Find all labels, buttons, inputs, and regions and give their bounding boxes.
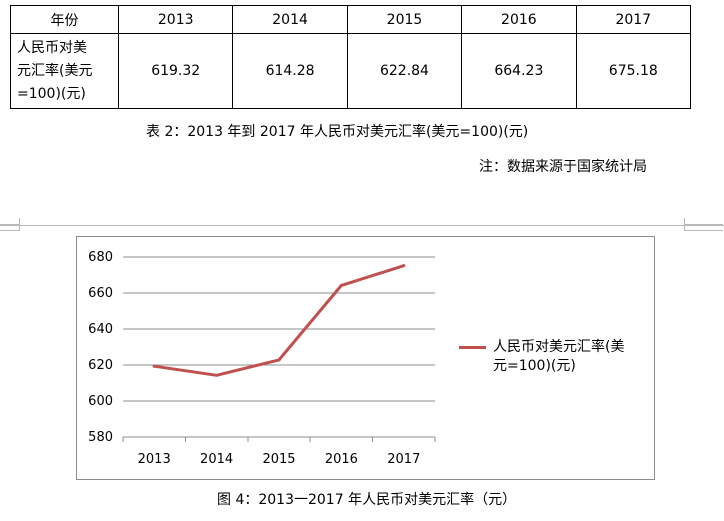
row-label-line: =100)(元) (17, 85, 86, 102)
page-corner-mark-left (0, 218, 38, 231)
line-chart: 580 600 620 640 660 680 2013 2014 2015 2016 2017 (88, 250, 436, 467)
table-cell: 614.28 (232, 33, 348, 109)
year-header: 2013 (117, 5, 234, 34)
exchange-rate-table: 年份 2013 2014 2015 2016 2017 人民币对美 元汇率(美元… (10, 5, 692, 109)
page-break-divider (0, 225, 724, 226)
row-label-line: 元汇率(美元 (17, 62, 93, 79)
table-cell: 619.32 (117, 33, 234, 109)
header-label: 年份 (10, 5, 119, 34)
year-header: 2015 (346, 5, 463, 34)
table-header-row: 年份 2013 2014 2015 2016 2017 (10, 5, 692, 34)
year-header: 2017 (575, 5, 692, 34)
year-header: 2014 (232, 5, 348, 34)
year-header: 2016 (461, 5, 577, 34)
table-caption: 表 2：2013 年到 2017 年人民币对美元汇率(美元=100)(元) (146, 124, 529, 140)
y-tick-label: 580 (88, 430, 113, 445)
y-tick-label: 640 (88, 322, 113, 337)
row-label: 人民币对美 元汇率(美元 =100)(元) (10, 33, 119, 109)
x-tick-label: 2013 (138, 452, 171, 467)
table-cell: 622.84 (346, 33, 463, 109)
table-row: 人民币对美 元汇率(美元 =100)(元) 619.32 614.28 622.… (10, 33, 692, 109)
x-tick-label: 2014 (200, 452, 233, 467)
y-tick-label: 660 (88, 286, 113, 301)
data-point (215, 373, 219, 377)
page-corner-mark-right (684, 218, 723, 231)
y-tick-label: 620 (88, 358, 113, 373)
table-cell: 675.18 (575, 33, 692, 109)
source-note: 注：数据来源于国家统计局 (479, 159, 647, 175)
legend-label-line: 人民币对美元汇率(美 (493, 339, 625, 355)
legend-label-line: 元=100)(元) (493, 358, 576, 374)
x-tick-label: 2016 (325, 452, 358, 467)
data-point (152, 364, 156, 368)
figure-caption: 图 4：2013一2017 年人民币对美元汇率（元） (217, 492, 517, 508)
chart-frame: 580 600 620 640 660 680 2013 2014 2015 2016 2017 人… (76, 236, 655, 480)
table-cell: 664.23 (461, 33, 577, 109)
data-point (402, 264, 406, 268)
data-point (277, 358, 281, 362)
y-tick-label: 680 (88, 250, 113, 265)
y-tick-label: 600 (88, 394, 113, 409)
x-tick-label: 2015 (262, 452, 295, 467)
row-label-line: 人民币对美 (17, 39, 87, 56)
legend-entry: 人民币对美元汇率(美 元=100)(元) (493, 338, 653, 376)
data-point (339, 283, 343, 287)
x-tick-label: 2017 (387, 452, 420, 467)
legend-swatch (459, 346, 486, 349)
